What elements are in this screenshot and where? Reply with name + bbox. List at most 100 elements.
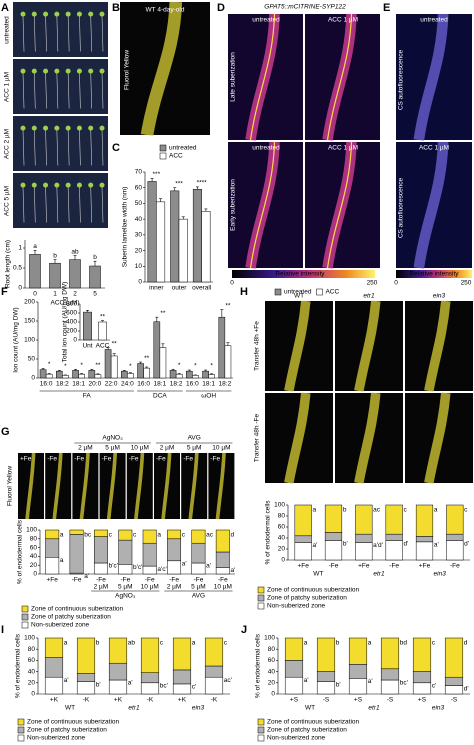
y-tick-label: 0 [33, 571, 37, 578]
bar-segment [191, 562, 206, 575]
x-tick-label: 16:0 [186, 381, 199, 388]
bar-segment [355, 504, 373, 535]
seedling-leaf [43, 125, 49, 131]
seedling-root [22, 15, 25, 52]
seedling-leaf [76, 11, 82, 17]
significance-letter: ab [71, 248, 79, 255]
y-tick-label: 50 [28, 356, 36, 363]
bar-segment [380, 679, 400, 695]
bar-segment [93, 536, 108, 564]
bar-segment [172, 683, 192, 695]
bar-segment [294, 542, 312, 561]
group-label: etr1 [373, 571, 385, 578]
seedling-root [90, 15, 93, 52]
significance-letter: a [304, 640, 308, 647]
legend-swatch [17, 734, 25, 742]
seedling-leaf [43, 182, 49, 188]
panel-label: E [383, 2, 390, 14]
x-tick-label: overall [192, 285, 212, 292]
significance-letter: ab [128, 640, 136, 647]
bar-segment [140, 682, 160, 695]
significance-letter: a' [206, 563, 211, 570]
column-label: ein3 [433, 293, 446, 300]
bar-segment [45, 557, 60, 575]
seedling-leaf [43, 11, 49, 17]
panel-label: A [1, 2, 9, 14]
bar [94, 374, 102, 379]
group-label: WT [305, 705, 315, 712]
bar-segment [140, 672, 160, 684]
seedling-root [33, 72, 36, 109]
x-tick-label: 18:2 [56, 381, 69, 388]
bar-segment [108, 679, 128, 695]
significance-letter: d' [464, 540, 469, 547]
y-tick-label: 60 [278, 524, 286, 531]
image-label: Fluorol Yellow [7, 466, 14, 506]
seedling-root [101, 186, 104, 223]
significance-letter: a' [182, 561, 187, 568]
x-tick-label: -Fe [389, 563, 399, 570]
root [424, 300, 451, 392]
legend-label: untreated [169, 145, 197, 152]
seedling-root [45, 186, 47, 223]
bar-segment [204, 676, 224, 695]
seedling-root [45, 15, 47, 52]
bar [56, 370, 63, 379]
image-label: ACC 1 µM [419, 145, 449, 152]
group-label: DCA [153, 393, 167, 400]
x-tick-label: -K [211, 697, 218, 704]
bar-segment [108, 637, 128, 664]
y-tick-label: 30 [135, 232, 143, 239]
bar [62, 375, 69, 379]
bar [201, 211, 211, 283]
bar-segment [380, 668, 400, 681]
seedling-leaf [31, 68, 37, 74]
y-tick-label: 0 [18, 285, 22, 292]
bar [192, 375, 199, 379]
x-tick-label: 2 [73, 291, 77, 298]
legend-label: Zone of patchy suberization [27, 727, 107, 734]
y-axis-label: Total ion count (AU/mg DW) [62, 282, 69, 363]
colorbar [232, 270, 375, 278]
image-label: ACC 5 µM [4, 186, 11, 216]
bar-segment [93, 562, 108, 575]
legend-label: ACC [325, 289, 339, 296]
y-axis-label: Ion count (AU/mg DW) [13, 307, 20, 372]
x-tick-label: 5 [93, 291, 97, 298]
y-tick-label: 0 [31, 375, 35, 382]
bar-segment [167, 538, 182, 562]
image [13, 2, 108, 57]
significance-letter: c [432, 640, 436, 647]
root [188, 452, 199, 520]
bar [147, 181, 157, 283]
legend-label: Zone of patchy suberization [31, 614, 111, 621]
significance-letter: ac [373, 507, 381, 514]
bar-segment [444, 676, 464, 686]
seedling-leaf [20, 11, 26, 17]
significance-letter: c [224, 640, 228, 647]
bar [39, 369, 47, 379]
significance-letter: a'c' [157, 566, 166, 573]
bar-segment [284, 676, 304, 695]
significance-letter: bd [400, 640, 408, 647]
y-axis-label: Root length (cm) [5, 240, 12, 288]
image-label: -Fe [102, 456, 112, 463]
seedling-leaf [76, 182, 82, 188]
root [354, 392, 381, 484]
panel-title: GPAT5::mCITRINE-SYP122 [264, 4, 346, 11]
bar [83, 311, 92, 341]
bar-segment [412, 671, 432, 684]
root [413, 13, 449, 141]
significance-star: * [80, 362, 83, 369]
bar-segment [76, 673, 96, 682]
x-tick-label: +Fe [358, 563, 370, 570]
significance-letter: a' [231, 567, 236, 574]
significance-letter: a' [128, 680, 133, 687]
image-label: untreated [252, 17, 280, 24]
significance-letter: c [182, 532, 186, 539]
significance-letter: c [404, 507, 408, 514]
bar [104, 349, 112, 379]
bar [192, 189, 202, 283]
seedling-root [22, 186, 25, 223]
significance-star: * [210, 363, 213, 370]
